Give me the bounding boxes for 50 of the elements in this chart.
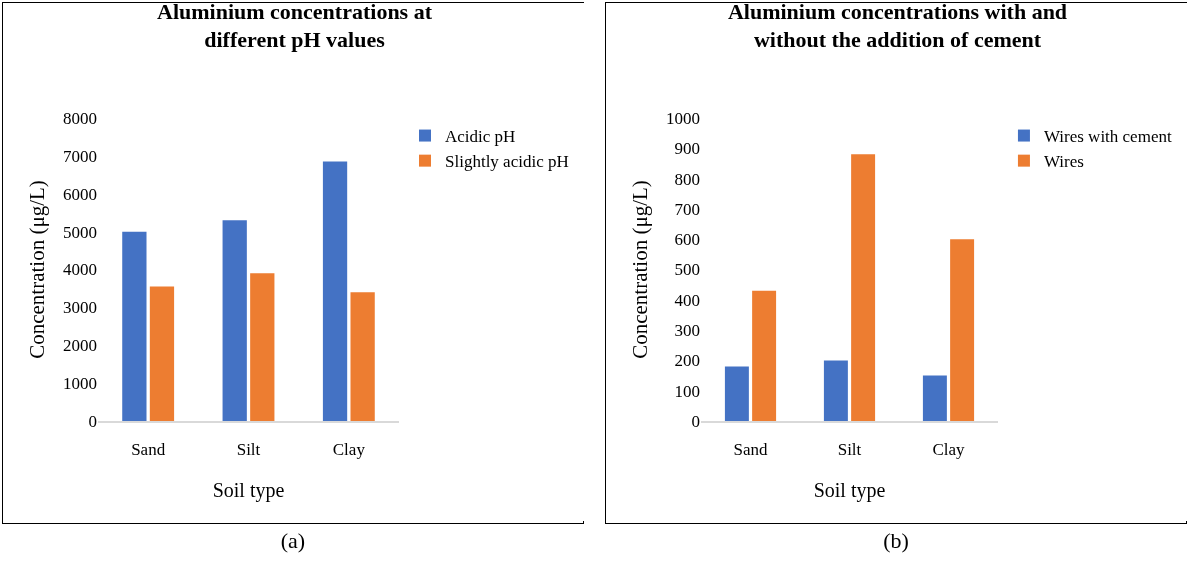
text: (b) <box>882 528 910 554</box>
y-tick-label: 6000 <box>63 184 97 204</box>
x-axis-title: Soil type <box>212 479 285 503</box>
y-tick-label: 1000 <box>63 374 97 394</box>
y-tick-label: 5000 <box>63 222 97 242</box>
bar <box>222 220 247 421</box>
x-tick-label: Silt <box>837 439 862 459</box>
bar <box>350 292 375 421</box>
bar <box>122 231 147 421</box>
y-tick-label: 4000 <box>63 260 97 280</box>
chart-title: Aluminium concentrations with and without the addition of cement <box>727 0 1068 53</box>
y-tick-label: 3000 <box>63 298 97 318</box>
bar <box>851 154 876 421</box>
legend-label: Wires <box>1043 152 1084 172</box>
x-tick-label: Clay <box>332 439 366 459</box>
y-tick-label: 500 <box>674 260 700 280</box>
bar <box>922 375 947 421</box>
bar <box>950 239 975 421</box>
x-tick-label: Sand <box>733 439 768 459</box>
y-tick-label: 700 <box>674 199 700 219</box>
y-tick-label: 800 <box>674 169 700 189</box>
x-tick-label: Clay <box>932 439 966 459</box>
bar <box>250 273 275 421</box>
y-tick-label: 0 <box>88 411 97 431</box>
y-tick-label: 100 <box>674 381 700 401</box>
y-axis-title: Concentration (μg/L) <box>25 180 50 359</box>
x-tick-label: Silt <box>236 439 261 459</box>
bar <box>322 161 348 421</box>
x-axis-title: Soil type <box>813 479 886 503</box>
text: (a) <box>279 528 307 554</box>
bar <box>823 360 848 421</box>
y-tick-label: 400 <box>674 290 700 310</box>
legend-label: Acidic pH <box>445 127 516 147</box>
y-tick-label: 600 <box>674 230 700 250</box>
chart-title: Aluminium concentrations at different pH values <box>157 0 433 53</box>
legend-label: Slightly acidic pH <box>445 152 569 172</box>
y-tick-label: 900 <box>674 139 700 159</box>
bar <box>724 366 749 421</box>
y-axis-title: Concentration (μg/L) <box>628 180 653 359</box>
y-tick-label: 0 <box>691 411 700 431</box>
y-tick-label: 8000 <box>63 108 97 128</box>
legend-label: Wires with cement <box>1043 127 1172 147</box>
y-tick-label: 300 <box>674 321 700 341</box>
bar <box>149 286 175 421</box>
y-tick-label: 2000 <box>63 336 97 356</box>
bar <box>752 290 777 421</box>
y-tick-label: 7000 <box>63 146 97 166</box>
x-tick-label: Sand <box>131 439 166 459</box>
y-tick-label: 1000 <box>666 108 700 128</box>
y-tick-label: 200 <box>674 351 700 371</box>
